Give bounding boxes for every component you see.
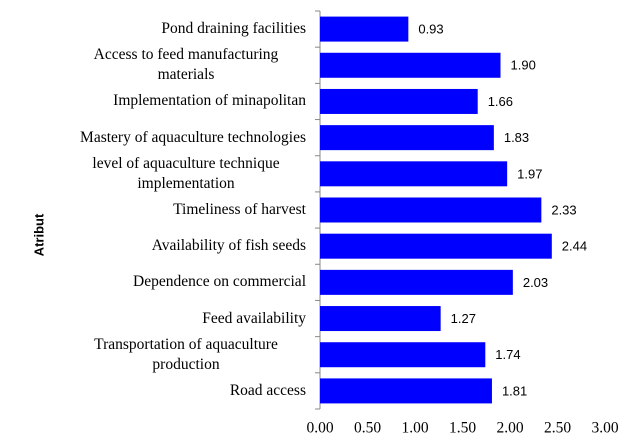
y-tick-label: level of aquaculture technique implement… [92, 154, 280, 192]
x-tick-label: 0.00 [306, 420, 333, 437]
bar [320, 161, 508, 187]
y-tick-label: Access to feed manufacturing materials [93, 46, 279, 84]
bar [320, 197, 542, 223]
y-tick-label: Transportation of aquaculture production [94, 335, 278, 373]
y-tick-label: Mastery of aquaculture technologies [80, 128, 306, 146]
value-label: 1.90 [511, 58, 536, 73]
bar [320, 306, 441, 332]
value-label: 1.27 [451, 311, 476, 326]
bar [320, 52, 501, 78]
x-tick-label: 1.50 [449, 420, 476, 437]
y-tick-label: Road access [229, 381, 306, 399]
value-label: 1.97 [517, 166, 542, 181]
value-label: 2.33 [551, 202, 576, 217]
value-label: 1.83 [504, 130, 529, 145]
bar [320, 269, 513, 295]
y-axis-title: Atribut [31, 213, 46, 256]
value-label: 2.03 [523, 275, 548, 290]
value-label: 1.74 [495, 347, 520, 362]
x-tick-label: 0.50 [354, 420, 381, 437]
bar [320, 16, 409, 42]
x-tick-label: 2.00 [496, 420, 523, 437]
y-tick-label: Implementation of minapolitan [113, 92, 306, 110]
y-tick-label: Feed availability [202, 309, 306, 327]
y-tick-label: Dependence on commercial [133, 273, 306, 291]
bar [320, 88, 478, 114]
y-tick-label: Availability of fish seeds [151, 237, 306, 255]
bar [320, 125, 494, 151]
x-tick-label: 1.00 [401, 420, 428, 437]
y-tick-label: Pond draining facilities [161, 20, 306, 38]
value-label: 1.81 [502, 383, 527, 398]
value-label: 2.44 [562, 239, 587, 254]
x-tick-label: 2.50 [544, 420, 571, 437]
bar [320, 233, 552, 259]
value-label: 1.66 [488, 94, 513, 109]
bar [320, 378, 492, 404]
x-tick-label: 3.00 [591, 420, 618, 437]
value-label: 0.93 [418, 22, 443, 37]
y-tick-label: Timeliness of harvest [173, 201, 306, 218]
bar [320, 342, 486, 368]
